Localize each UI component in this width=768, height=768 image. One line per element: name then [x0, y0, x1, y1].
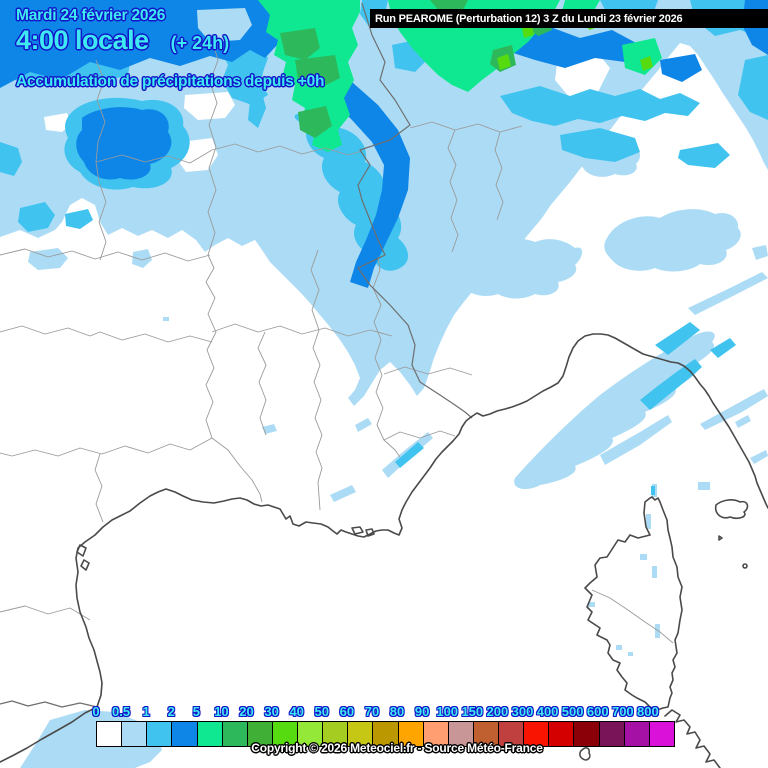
legend-value: 0.5: [112, 704, 131, 719]
legend-value: 20: [239, 704, 254, 719]
legend-color-box: [348, 722, 374, 746]
legend-value: 60: [339, 704, 355, 719]
legend-value: 600: [586, 704, 609, 719]
run-info-bar: Run PEAROME (Perturbation 12) 3 Z du Lun…: [370, 9, 768, 28]
legend-color-box: [448, 722, 474, 746]
legend-color-box: [524, 722, 550, 746]
legend-value: 90: [414, 704, 430, 719]
legend-color-box: [373, 722, 399, 746]
legend-color-box: [97, 722, 123, 746]
legend-value: 80: [389, 704, 405, 719]
legend-color-box: [624, 722, 650, 746]
legend-value: 300: [511, 704, 534, 719]
legend-labels: 0 0.5 1 2 5 10 20 30 40 50 60 70 80 90 100 150 200 300 400…: [92, 704, 675, 719]
legend-color-box: [272, 722, 298, 746]
legend-color-box: [222, 722, 248, 746]
legend-value: 70: [364, 704, 380, 719]
coastline-layer: [0, 333, 768, 768]
legend-color-box: [197, 722, 223, 746]
legend-value: 30: [264, 704, 279, 719]
legend-value: 1: [142, 704, 150, 719]
legend-value: 150: [461, 704, 484, 719]
legend-color-box: [298, 722, 324, 746]
legend-value: 2: [167, 704, 175, 719]
legend: 0 0.5 1 2 5 10 20 30 40 50 60 70 80 90 100 150 200 300 400…: [92, 704, 675, 747]
legend-color-box: [473, 722, 499, 746]
run-info-text: Run PEAROME (Perturbation 12) 3 Z du Lun…: [375, 12, 683, 25]
legend-color-box: [599, 722, 625, 746]
map-subtitle: Accumulation de précipitations depuis +0…: [16, 73, 325, 90]
legend-value: 5: [192, 704, 200, 719]
legend-color-box: [122, 722, 148, 746]
legend-value: 0: [92, 704, 100, 719]
legend-value: 50: [314, 704, 330, 719]
legend-value: 10: [214, 704, 229, 719]
legend-value: 40: [289, 704, 304, 719]
legend-value: 400: [536, 704, 559, 719]
legend-value: 100: [436, 704, 459, 719]
legend-value: 700: [611, 704, 634, 719]
forecast-offset: (+ 24h): [170, 33, 230, 53]
legend-value: 200: [486, 704, 509, 719]
legend-color-box: [423, 722, 449, 746]
copyright-text: Copyright © 2026 Meteociel.fr - Source M…: [251, 741, 543, 755]
legend-color-box: [147, 722, 173, 746]
legend-color-box: [574, 722, 600, 746]
legend-color-box: [499, 722, 525, 746]
precip-layer-very-heavy: [280, 0, 552, 138]
forecast-time: 4:00 locale: [16, 25, 149, 55]
legend-color-box: [549, 722, 575, 746]
legend-color-box: [649, 722, 674, 746]
legend-value: 800: [637, 704, 659, 719]
forecast-date: Mardi 24 février 2026: [16, 7, 166, 24]
legend-value: 500: [561, 704, 584, 719]
legend-color-box: [172, 722, 198, 746]
legend-bar: [96, 721, 675, 747]
legend-color-box: [398, 722, 424, 746]
legend-color-box: [323, 722, 349, 746]
legend-color-box: [247, 722, 273, 746]
department-borders: [0, 39, 674, 644]
national-borders: [0, 2, 473, 708]
forecast-header: Mardi 24 février 2026 4:00 locale (+ 24h)…: [16, 6, 325, 91]
